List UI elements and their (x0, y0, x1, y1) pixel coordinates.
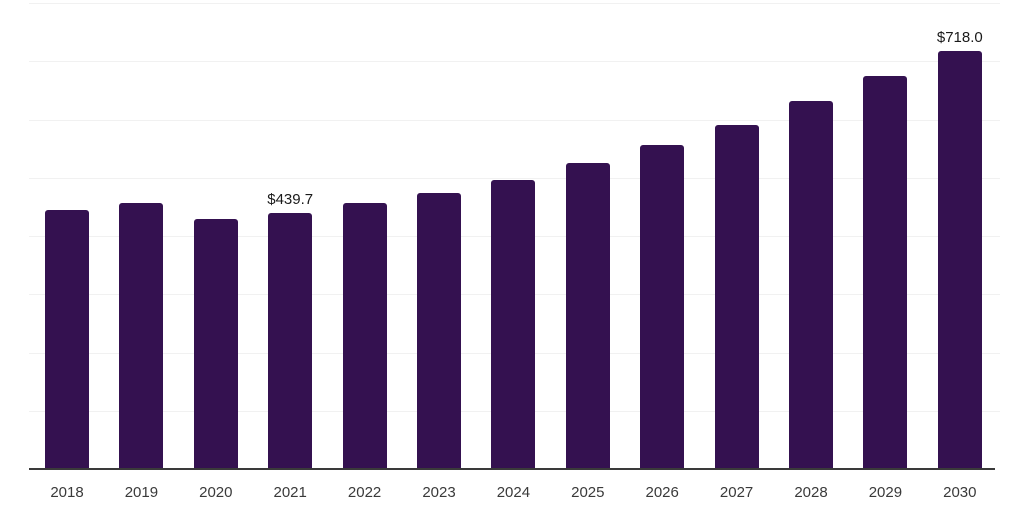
bar-2022 (342, 203, 387, 469)
bar-2028 (789, 100, 833, 469)
bar-2026 (640, 144, 685, 469)
x-tick-label-2027: 2027 (719, 484, 754, 501)
gridline (29, 3, 1000, 4)
x-tick-label-2018: 2018 (50, 484, 84, 501)
bar-2021 (268, 212, 313, 469)
x-tick-label-2025: 2025 (571, 484, 605, 501)
x-tick-label-2029: 2029 (868, 484, 903, 501)
bar-2030 (937, 50, 982, 469)
x-tick-label-2028: 2028 (794, 484, 828, 501)
gridline (29, 119, 1000, 121)
x-tick-label-2020: 2020 (199, 484, 233, 501)
x-tick-label-2024: 2024 (496, 484, 531, 501)
x-axis-line (29, 468, 995, 470)
x-tick-label-2030: 2030 (943, 484, 977, 501)
x-tick-label-2021: 2021 (273, 484, 307, 501)
bar-2019 (119, 202, 164, 469)
gridline (29, 61, 1000, 63)
x-tick-label-2022: 2022 (347, 484, 382, 501)
x-tick-label-2023: 2023 (422, 484, 456, 501)
x-tick-label-2019: 2019 (124, 484, 159, 501)
bar-2018 (45, 210, 89, 469)
bar-value-label-2021: $439.7 (267, 190, 314, 208)
bar-2027 (714, 124, 759, 469)
bar-value-label-2030: $718.0 (936, 28, 983, 46)
bar-2023 (417, 193, 461, 469)
x-tick-label-2026: 2026 (645, 484, 679, 501)
bar-2029 (863, 75, 908, 469)
gridline (29, 177, 1000, 179)
bar-2020 (193, 219, 238, 469)
bar-2025 (565, 162, 610, 469)
bar-2024 (491, 179, 536, 469)
